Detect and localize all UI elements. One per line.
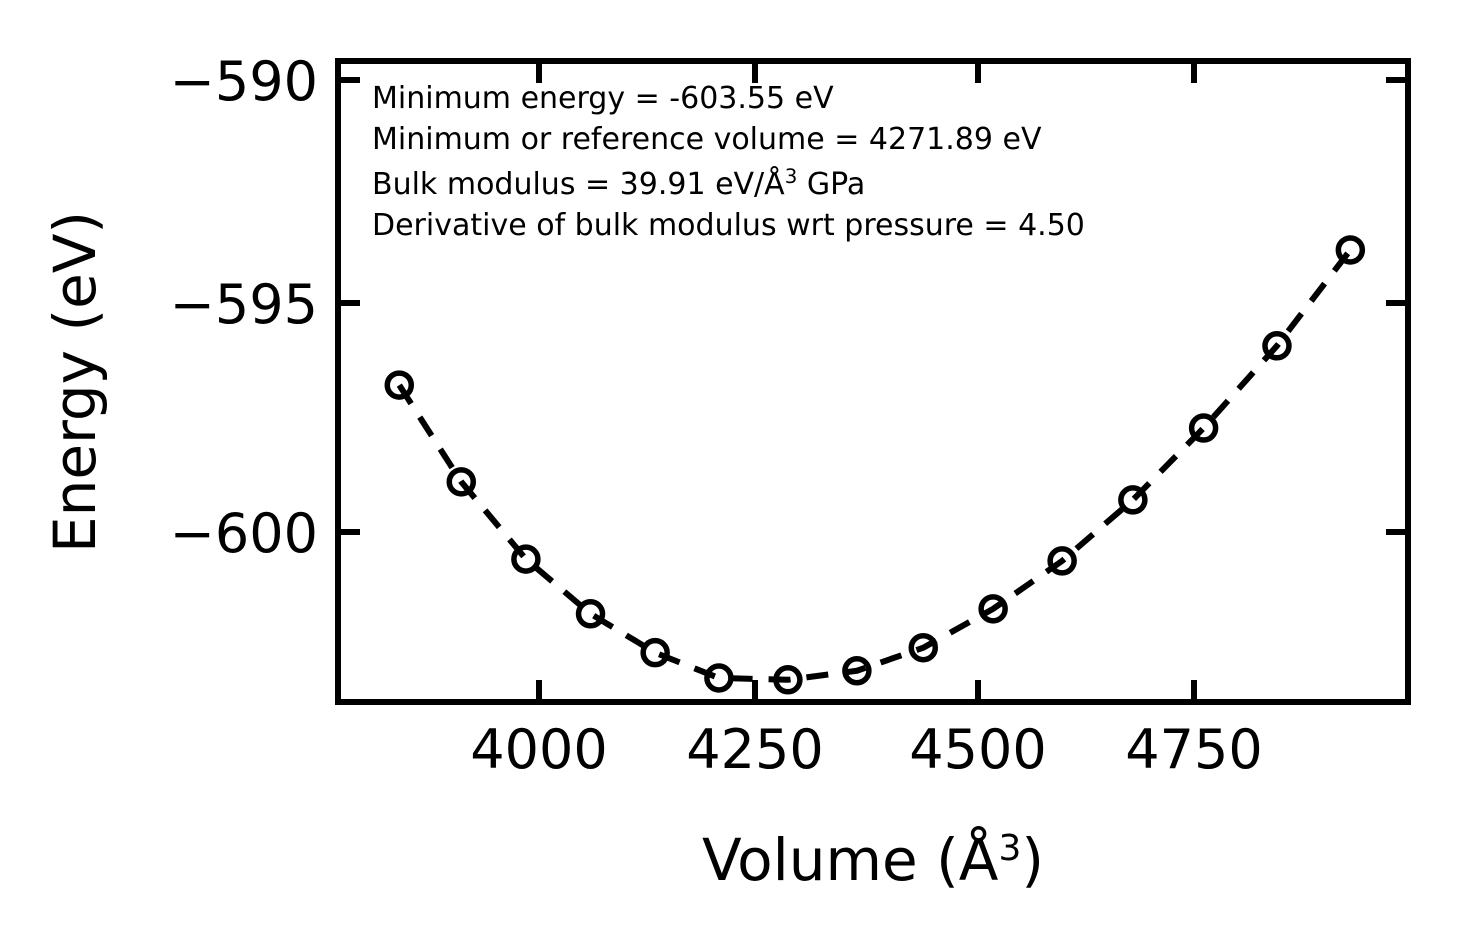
data-point-marker (1118, 485, 1148, 515)
data-point-marker (384, 370, 415, 400)
y-tick-marks (338, 77, 1408, 535)
x-tick-label-0: 4000 (470, 718, 607, 781)
data-point-marker (446, 467, 477, 497)
data-point-marker (1262, 331, 1292, 361)
y-tick-label-2: −600 (170, 502, 318, 565)
data-point-marker (908, 632, 939, 663)
data-point-marker (511, 544, 541, 574)
data-point-marker (842, 656, 872, 686)
annotation-bulk-modulus-suffix: GPa (797, 167, 865, 202)
x-axis-title: Volume (Å3) (702, 825, 1044, 894)
x-tick-label-3: 4750 (1125, 718, 1262, 781)
data-point-marker (1047, 546, 1077, 576)
data-point-marker (1188, 413, 1219, 443)
fit-parameters-annotation: Minimum energy = -603.55 eV Minimum or r… (372, 81, 1085, 243)
x-tick-label-1: 4250 (686, 718, 823, 781)
data-point-marker (704, 663, 734, 693)
x-tick-label-2: 4500 (909, 718, 1046, 781)
y-tick-label-0: −590 (170, 50, 318, 113)
annotation-line-bulk-modulus-derivative: Derivative of bulk modulus wrt pressure … (372, 208, 1085, 243)
annotation-line-minimum-volume: Minimum or reference volume = 4271.89 eV (372, 122, 1042, 157)
annotation-bulk-modulus-prefix: Bulk modulus = 39.91 eV/Å (372, 166, 785, 202)
x-axis-title-exponent: 3 (998, 828, 1021, 869)
annotation-line-bulk-modulus: Bulk modulus = 39.91 eV/Å3 GPa (372, 165, 865, 203)
data-point-marker (640, 637, 670, 668)
y-axis-title: Energy (eV) (41, 211, 109, 553)
x-axis-title-suffix: ) (1021, 826, 1044, 894)
eos-fit-curve (396, 248, 1353, 683)
data-point-marker (978, 594, 1008, 624)
data-point-marker (575, 599, 606, 629)
y-tick-label-1: −595 (170, 273, 318, 336)
x-axis-title-prefix: Volume (Å (702, 825, 999, 894)
data-point-marker (1335, 235, 1366, 265)
data-point-marker (773, 665, 803, 695)
x-tick-marks (536, 61, 1197, 702)
data-series-group (384, 235, 1366, 695)
annotation-bulk-modulus-exponent: 3 (785, 165, 798, 188)
annotation-line-minimum-energy: Minimum energy = -603.55 eV (372, 81, 834, 116)
data-markers (384, 235, 1366, 695)
plot-frame (335, 58, 1411, 705)
